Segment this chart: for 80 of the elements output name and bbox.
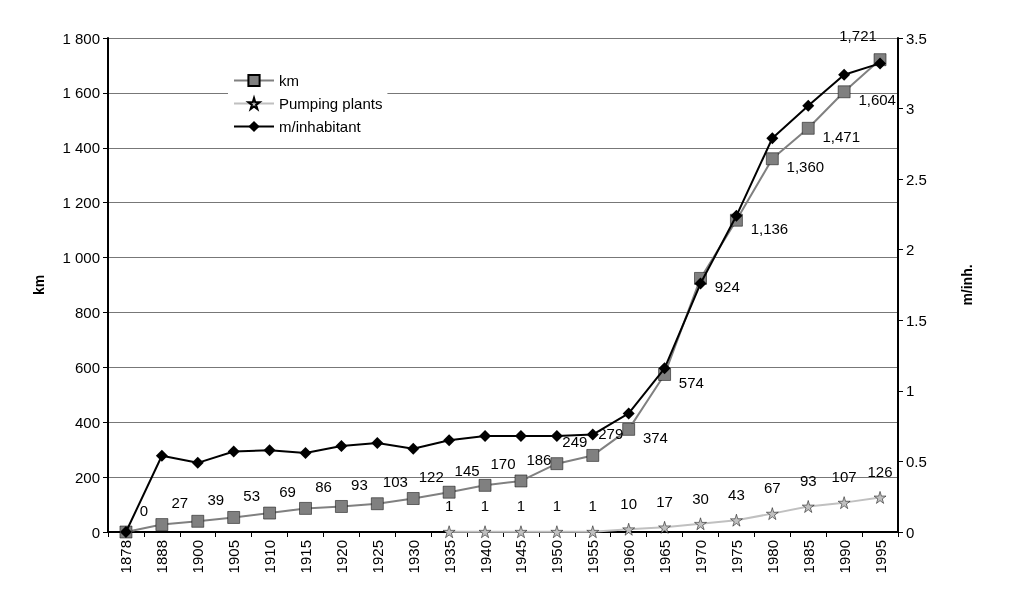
y2-tick-label: 0 [906,523,915,541]
x-tick-label: 1930 [404,540,422,574]
data-label: 67 [763,479,781,497]
x-tick-label: 1990 [835,540,853,574]
y2-tick-label: 3 [906,100,915,118]
y-tick-label: 600 [74,358,100,376]
y2-tick-label: 2 [906,241,915,259]
data-label: 1 [444,497,454,515]
x-tick-label: 1965 [656,540,674,574]
data-label: 53 [243,487,261,505]
data-label: 1 [588,497,597,515]
y-tick-label: 1 200 [62,194,100,212]
data-label: 69 [279,482,296,500]
data-label: 374 [642,428,668,446]
data-label: 170 [490,455,516,473]
data-label: 86 [315,478,332,496]
data-label: 103 [382,473,408,491]
y-tick-label: 0 [91,523,100,541]
data-label: 1 [552,497,562,515]
data-label: 1 [480,497,490,515]
x-tick-label: 1970 [692,540,709,574]
data-label: 1,136 [750,219,789,237]
y-tick-label: 400 [74,413,100,431]
x-tick-label: 1950 [548,540,566,574]
x-tick-label: 1915 [297,540,314,574]
legend-label: Pumping plants [279,95,383,112]
x-tick-label: 1910 [261,540,279,574]
data-label: 93 [351,476,368,494]
data-label: 249 [562,433,588,451]
x-tick-label: 1960 [620,540,638,574]
data-label: 574 [678,373,704,391]
data-label: 27 [171,494,189,512]
y-tick-label: 1 000 [62,249,100,267]
y2-axis-title: m/inh. [959,264,975,306]
x-tick-label: 1905 [225,540,243,574]
data-label: 122 [418,468,444,486]
data-label: 145 [454,461,480,479]
data-label: 279 [598,425,624,443]
data-label: 43 [728,485,745,503]
data-label: 30 [692,489,709,507]
x-tick-label: 1925 [368,540,386,574]
legend-label: km [279,72,299,89]
x-tick-label: 1878 [117,540,135,574]
data-label: 10 [620,495,638,513]
data-label: 924 [714,277,740,295]
y2-tick-label: 3.5 [906,29,927,47]
x-tick-label: 1980 [763,540,781,574]
y-tick-label: 1 800 [62,29,100,47]
y2-tick-label: 0.5 [906,452,927,470]
data-label: 17 [656,493,673,511]
y-tick-label: 200 [74,468,100,486]
data-label: 1,360 [786,158,825,176]
y2-tick-label: 1.5 [906,311,927,329]
x-tick-label: 1975 [727,540,745,574]
x-tick-label: 1955 [584,540,602,574]
y2-tick-label: 1 [906,382,915,400]
y-tick-label: 1 600 [62,84,100,102]
y-tick-label: 800 [74,303,100,321]
y2-tick-label: 2.5 [906,170,927,188]
x-tick-label: 1935 [440,540,458,574]
x-tick-label: 1920 [332,540,350,574]
data-label: 0 [139,501,149,519]
data-label: 39 [207,491,225,509]
x-tick-label: 1888 [153,540,171,574]
data-label: 126 [867,463,893,481]
x-tick-label: 1900 [189,540,207,574]
data-label: 107 [831,468,857,486]
x-tick-label: 1985 [799,540,817,574]
x-tick-label: 1995 [871,540,889,574]
data-label: 1 [516,497,526,515]
y-axis-title: km [31,274,47,296]
x-tick-label: 1940 [476,540,494,574]
data-label: 186 [526,450,552,468]
data-label: 1,721 [839,27,877,45]
data-label: 1,604 [858,91,896,109]
x-tick-label: 1945 [512,540,530,574]
data-label: 1,471 [822,127,861,145]
data-label: 93 [799,472,817,490]
y-tick-label: 1 400 [62,139,100,157]
legend-label: m/inhabitant [279,118,362,135]
